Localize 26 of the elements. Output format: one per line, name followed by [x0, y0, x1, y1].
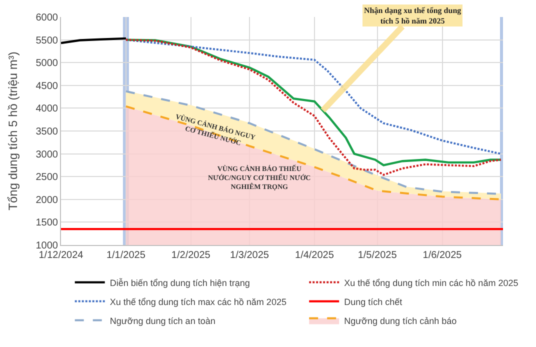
y-tick-label: 2000: [36, 194, 58, 206]
y-tick-label: 3500: [36, 126, 58, 138]
y-tick-label: 1500: [36, 218, 58, 229]
y-tick-label: 5000: [36, 58, 58, 70]
x-tick-label: 1/1/2025: [106, 250, 146, 261]
legend-label: Dung tích chết: [344, 296, 403, 307]
y-tick-label: 5500: [36, 35, 58, 46]
y-tick-label: 4000: [36, 104, 58, 115]
x-tick-label: 1/3/2025: [230, 250, 270, 261]
legend-label: Xu thế tổng dung tích max các hồ năm 2025: [110, 296, 286, 307]
legend-label: Diễn biến tổng dung tích hiện trạng: [110, 278, 250, 288]
y-tick-label: 3000: [36, 149, 58, 160]
y-tick-label: 4500: [36, 80, 58, 92]
y-tick-label: 2500: [36, 172, 58, 184]
legend-label: Ngưỡng dung tích an toàn: [110, 316, 216, 326]
x-tick-label: 1/6/2025: [422, 250, 462, 261]
x-tick-label: 1/5/2025: [358, 250, 398, 261]
y-axis-title: Tổng dung tích 5 hồ (triệu m³): [6, 52, 20, 210]
x-tick-label: 1/4/2025: [295, 250, 334, 261]
x-tick-label: 1/12/2024: [38, 250, 84, 261]
y-tick-label: 6000: [36, 12, 58, 24]
legend-label: Ngưỡng dung tích cảnh báo: [344, 316, 457, 326]
y-tick-label: 1000: [36, 240, 58, 252]
x-tick-label: 1/2/2025: [171, 250, 211, 261]
legend-label: Xu thế tổng dung tích min các hồ năm 2025: [344, 278, 518, 288]
annotation: Nhận dạng xu thế tổng dung tích 5 hồ năm 2025: [364, 6, 462, 26]
